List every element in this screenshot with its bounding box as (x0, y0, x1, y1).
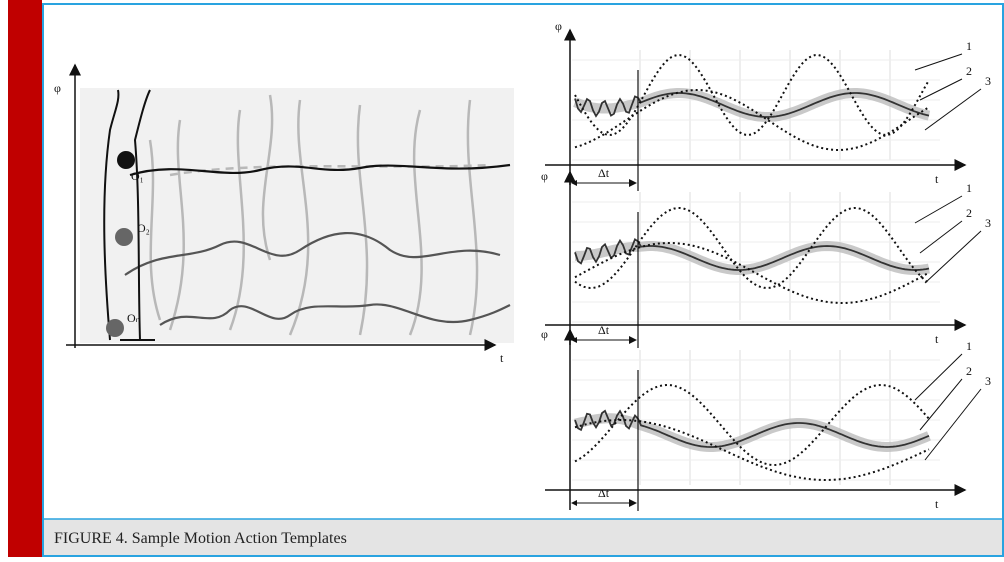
curve-label: 2 (966, 64, 972, 78)
leader-line (924, 88, 982, 131)
curve-dotted (574, 419, 930, 481)
curve-label: 1 (966, 39, 972, 53)
left-panel: O₁ O₂ Oₙ φ t (54, 63, 514, 365)
joint-label: O₂ (137, 221, 150, 235)
y-axis-label: φ (541, 169, 548, 183)
curve-mean (574, 92, 930, 118)
curve-dotted (574, 89, 930, 151)
caption: FIGURE 4. Sample Motion Action Templates (54, 530, 347, 547)
joint-label: Oₙ (127, 311, 141, 325)
leader-line (919, 378, 963, 431)
left-background (80, 88, 514, 343)
leader-line (924, 388, 982, 461)
background-strokes (148, 94, 491, 336)
joint-curve (124, 231, 501, 276)
curve-label: 3 (985, 74, 991, 88)
interval-label: Δt (598, 486, 610, 500)
curve-dotted (574, 242, 930, 304)
x-axis-label: t (935, 497, 939, 511)
y-axis-label: φ (555, 19, 562, 33)
curve-label: 2 (966, 206, 972, 220)
curve-label: 2 (966, 364, 972, 378)
y-axis-label: φ (54, 81, 61, 95)
side-bar (8, 0, 42, 557)
curve-label: 1 (966, 181, 972, 195)
joint-label: O₁ (131, 169, 144, 183)
joint (117, 151, 135, 169)
x-axis-label: t (935, 172, 939, 186)
curve-dotted (574, 383, 930, 467)
joint-curve (129, 163, 511, 177)
x-axis-label: t (935, 332, 939, 346)
leader-line (919, 78, 963, 101)
interval-label: Δt (598, 323, 610, 337)
leader-line (919, 220, 963, 254)
curve-label: 3 (985, 374, 991, 388)
curve-mean (574, 238, 930, 271)
curve-label: 1 (966, 339, 972, 353)
joint (115, 228, 133, 246)
leader-line (914, 53, 963, 71)
interval-label: Δt (598, 166, 610, 180)
curve-mean (574, 409, 930, 448)
leader-line (914, 353, 963, 401)
figure-silhouette (103, 89, 155, 341)
y-axis-label: φ (541, 327, 548, 341)
curve-label: 3 (985, 216, 991, 230)
joint-curve (159, 303, 511, 326)
joint (106, 319, 124, 337)
leader-line (924, 230, 982, 284)
caption-bar (44, 519, 1002, 555)
x-axis-label: t (500, 351, 504, 365)
leader-line (914, 195, 963, 224)
